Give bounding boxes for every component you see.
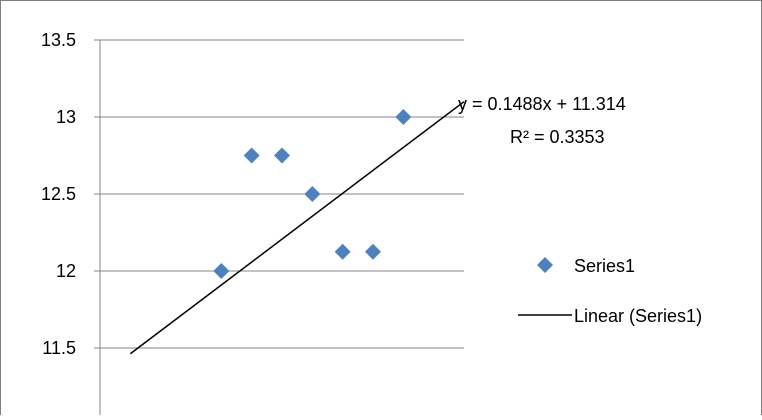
y-tick-label: 13 [56,107,76,127]
data-point [365,243,381,260]
y-tick-labels: 13.5 13 12.5 12 11.5 [41,30,76,358]
trendline-layer [129,101,465,355]
data-point [213,263,230,279]
data-points [213,109,412,279]
legend-series-label: Series1 [574,256,635,276]
data-point [395,109,412,125]
legend: Series1 Linear (Series1) [518,256,702,326]
legend-trend-label: Linear (Series1) [574,306,702,326]
data-point [243,147,260,164]
y-tick-label: 11.5 [42,338,76,358]
trendline [129,101,465,355]
data-point [334,243,351,260]
legend-series-marker [537,257,553,273]
data-point [274,147,290,164]
y-tick-label: 13.5 [41,30,76,50]
trend-equation: y = 0.1488x + 11.314 [458,94,626,114]
r-squared-label: R² = 0.3353 [510,127,605,147]
data-point [304,186,321,202]
y-tick-label: 12 [56,261,76,281]
y-tick-label: 12.5 [41,184,76,204]
